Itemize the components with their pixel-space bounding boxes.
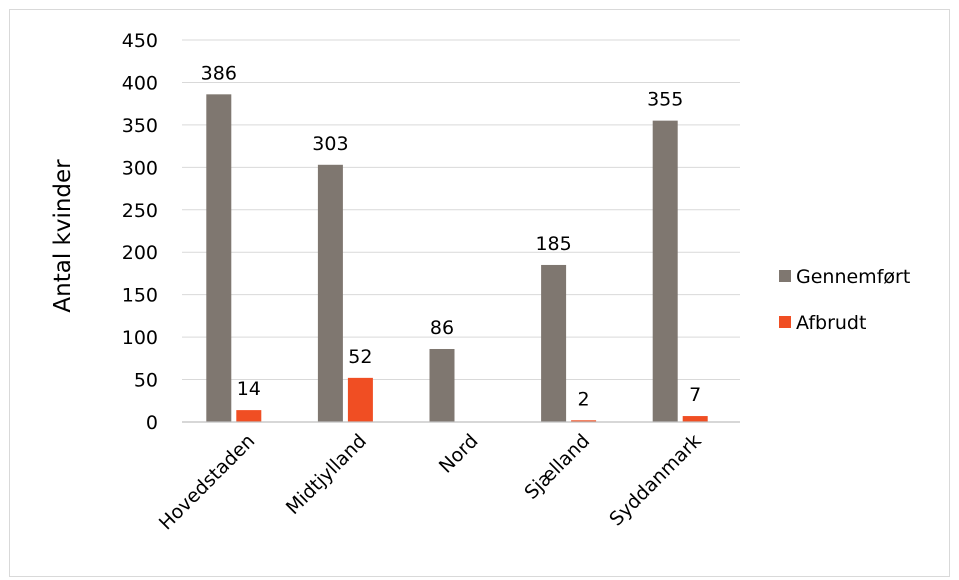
y-tick-label: 300 — [122, 157, 158, 179]
data-label: 303 — [312, 133, 348, 155]
data-label: 185 — [535, 233, 571, 255]
bar-gennemfrt-0 — [206, 94, 232, 422]
y-tick-label: 450 — [122, 30, 158, 52]
legend-swatch — [779, 316, 791, 328]
chart-frame — [9, 9, 950, 577]
x-category-label: Nord — [435, 430, 483, 478]
x-category-label: Midtjylland — [282, 430, 371, 519]
bar-gennemfrt-1 — [317, 164, 343, 422]
y-tick-label: 100 — [122, 327, 158, 349]
bar-afbrudt-0 — [236, 410, 262, 422]
bar-gennemfrt-4 — [652, 120, 678, 423]
bar-afbrudt-4 — [682, 416, 708, 422]
bar-gennemfrt-2 — [429, 348, 455, 422]
y-tick-label: 350 — [122, 115, 158, 137]
data-label: 14 — [237, 378, 261, 400]
x-category-label: Sjælland — [520, 430, 594, 504]
y-tick-label: 0 — [146, 412, 158, 434]
bar-afbrudt-3 — [571, 420, 597, 422]
data-label: 7 — [689, 384, 701, 406]
y-axis-title: Antal kvinder — [50, 159, 76, 313]
data-label: 2 — [578, 388, 590, 410]
bar-afbrudt-1 — [347, 377, 373, 422]
legend-swatch — [779, 270, 791, 282]
legend-label: Gennemført — [796, 266, 910, 288]
gridlines — [182, 39, 740, 381]
legend: Gennemført Afbrudt — [779, 266, 910, 334]
data-label: 386 — [201, 62, 237, 84]
y-tick-label: 150 — [122, 285, 158, 307]
legend-label: Afbrudt — [796, 312, 866, 334]
data-label: 52 — [348, 346, 372, 368]
y-tick-label: 250 — [122, 200, 158, 222]
y-tick-label: 200 — [122, 242, 158, 264]
y-tick-label: 50 — [134, 370, 158, 392]
x-category-label: Syddanmark — [605, 430, 705, 530]
x-category-label: Hovedstaden — [155, 430, 259, 534]
bar-gennemfrt-3 — [541, 264, 567, 422]
bars — [206, 94, 708, 423]
data-label: 355 — [647, 89, 683, 111]
y-tick-label: 400 — [122, 72, 158, 94]
data-labels: 386 14 303 52 86 185 2 355 7 — [201, 62, 702, 410]
data-label: 86 — [430, 317, 454, 339]
